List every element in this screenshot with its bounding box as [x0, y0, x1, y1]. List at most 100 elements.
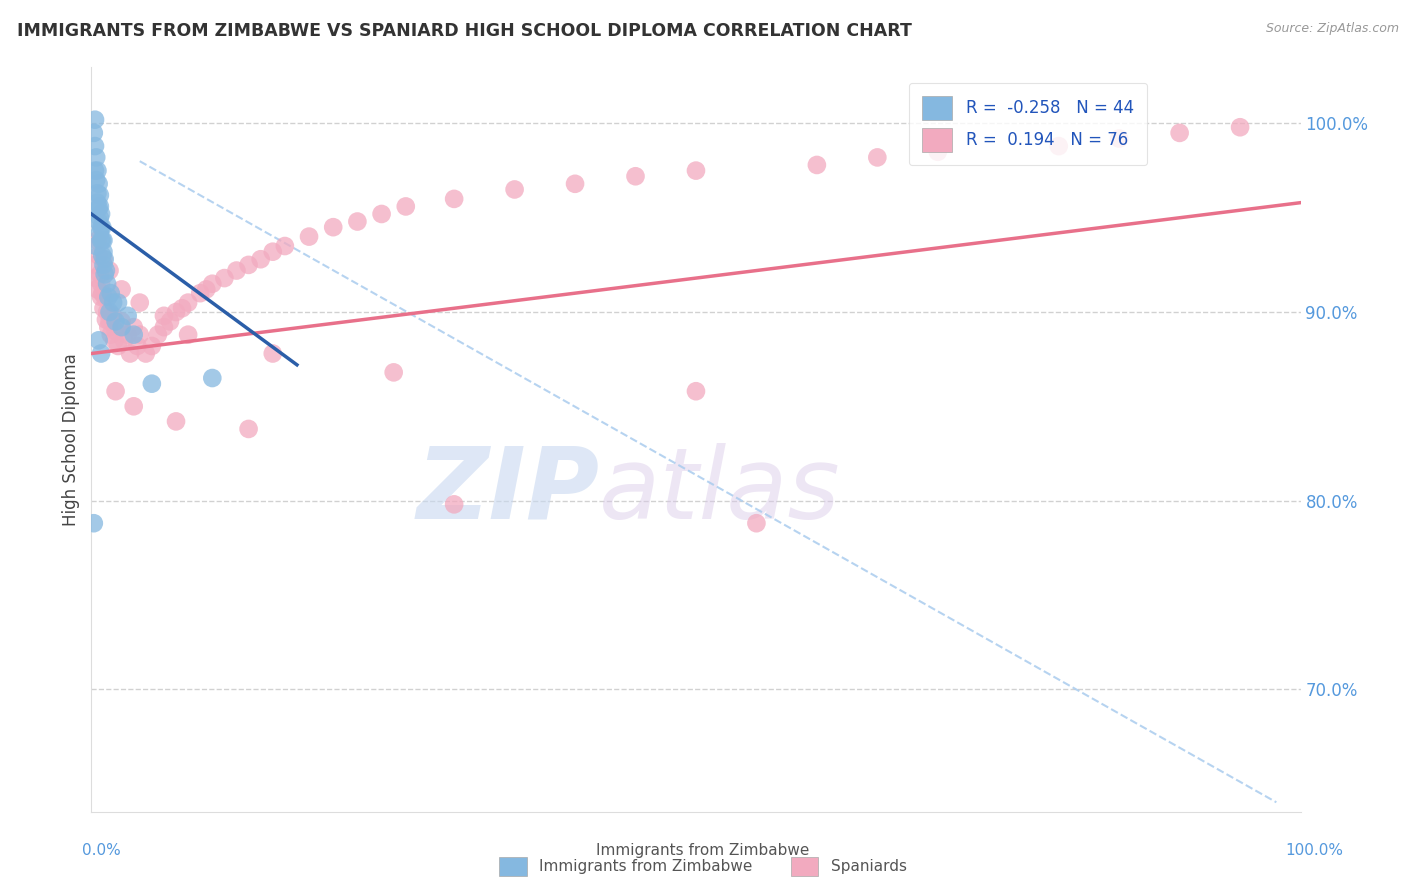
Point: [112, 334, 135, 348]
Point: [122, 320, 145, 334]
Point: [122, 327, 145, 342]
Point: [146, 327, 169, 342]
Point: [91, 220, 114, 235]
Point: [90, 277, 112, 291]
Point: [120, 346, 142, 360]
Point: [101, 295, 124, 310]
Point: [503, 182, 526, 196]
Point: [111, 282, 132, 296]
Point: [87, 248, 110, 262]
Point: [84, 271, 107, 285]
Point: [443, 192, 465, 206]
Point: [93, 290, 115, 304]
Point: [89, 199, 111, 213]
Point: [84, 150, 107, 164]
Point: [90, 290, 112, 304]
Point: [93, 268, 115, 282]
Point: [117, 327, 139, 342]
Y-axis label: High School Diploma: High School Diploma: [62, 353, 80, 525]
Point: [262, 346, 284, 360]
Point: [84, 112, 107, 127]
Point: [238, 258, 260, 272]
Point: [122, 400, 145, 414]
Point: [238, 422, 260, 436]
Point: [90, 233, 112, 247]
Point: [153, 309, 176, 323]
Legend: R =  -0.258   N = 44, R =  0.194   N = 76: R = -0.258 N = 44, R = 0.194 N = 76: [910, 83, 1147, 165]
Point: [685, 384, 707, 399]
Text: Source: ZipAtlas.com: Source: ZipAtlas.com: [1265, 22, 1399, 36]
Point: [84, 239, 107, 253]
Point: [98, 314, 121, 328]
Point: [83, 516, 105, 531]
Point: [141, 376, 163, 391]
Text: IMMIGRANTS FROM ZIMBABWE VS SPANIARD HIGH SCHOOL DIPLOMA CORRELATION CHART: IMMIGRANTS FROM ZIMBABWE VS SPANIARD HIG…: [17, 22, 911, 40]
Point: [153, 320, 176, 334]
Point: [685, 163, 707, 178]
Point: [135, 346, 157, 360]
Point: [370, 207, 392, 221]
Point: [806, 158, 828, 172]
Point: [159, 314, 181, 328]
Point: [104, 324, 127, 338]
Text: Immigrants from Zimbabwe: Immigrants from Zimbabwe: [596, 843, 810, 857]
Point: [84, 139, 107, 153]
Point: [86, 233, 108, 247]
Point: [96, 277, 118, 291]
Point: [97, 320, 120, 334]
Point: [93, 244, 115, 259]
Point: [94, 312, 117, 326]
Point: [249, 252, 271, 267]
Point: [100, 327, 122, 342]
Point: [87, 334, 110, 348]
Text: atlas: atlas: [599, 443, 841, 540]
Point: [93, 301, 115, 316]
Point: [98, 305, 121, 319]
Point: [87, 214, 110, 228]
Point: [382, 365, 405, 379]
Point: [927, 145, 949, 159]
Point: [103, 334, 125, 348]
Point: [111, 314, 132, 328]
Point: [262, 244, 284, 259]
Point: [274, 239, 297, 253]
Point: [89, 226, 111, 240]
Point: [86, 195, 108, 210]
Point: [93, 252, 115, 267]
Point: [86, 282, 108, 296]
Point: [195, 282, 218, 296]
Point: [127, 339, 149, 353]
Point: [87, 202, 110, 216]
Point: [128, 295, 150, 310]
Point: [98, 263, 121, 277]
Point: [91, 233, 114, 247]
Point: [107, 339, 129, 353]
Point: [93, 233, 115, 247]
Point: [141, 339, 163, 353]
Point: [84, 173, 107, 187]
Point: [201, 371, 224, 385]
Point: [745, 516, 768, 531]
Point: [107, 295, 129, 310]
Text: 0.0%: 0.0%: [82, 843, 121, 857]
Point: [188, 286, 211, 301]
Point: [214, 271, 236, 285]
Point: [1168, 126, 1191, 140]
Point: [866, 150, 889, 164]
Point: [84, 163, 107, 178]
Point: [90, 220, 112, 235]
Point: [172, 301, 194, 316]
Point: [177, 295, 200, 310]
Point: [89, 268, 111, 282]
Point: [104, 314, 127, 328]
Point: [201, 277, 224, 291]
Point: [94, 263, 117, 277]
Point: [564, 177, 586, 191]
Point: [89, 211, 111, 225]
Point: [86, 163, 108, 178]
Point: [96, 305, 118, 319]
Point: [624, 169, 647, 184]
Point: [111, 320, 132, 334]
Point: [89, 188, 111, 202]
Point: [91, 248, 114, 262]
